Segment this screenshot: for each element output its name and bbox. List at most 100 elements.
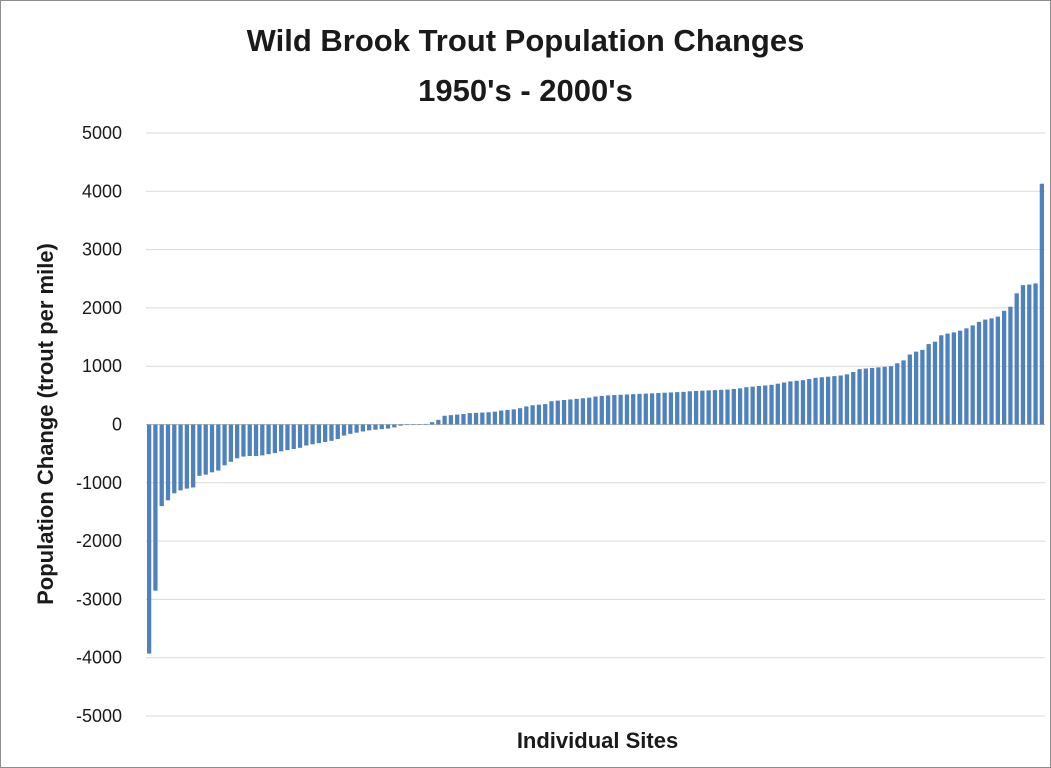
y-tick-label: -3000 — [76, 589, 122, 609]
bar — [769, 384, 774, 425]
bar — [354, 424, 359, 433]
bar — [398, 424, 403, 426]
bar — [549, 401, 554, 425]
bar — [970, 325, 975, 425]
bar — [486, 412, 491, 425]
bar — [750, 386, 755, 425]
bar — [455, 414, 460, 425]
bar — [643, 393, 648, 425]
bar — [367, 424, 372, 431]
bar — [385, 424, 391, 429]
bar — [511, 409, 516, 425]
bar — [788, 381, 793, 425]
bar — [417, 424, 422, 425]
bar — [310, 424, 315, 445]
y-tick-label: -4000 — [76, 648, 122, 668]
bar — [316, 424, 322, 444]
bar — [1033, 283, 1038, 425]
bar — [593, 396, 598, 425]
bar — [473, 412, 479, 425]
bar — [976, 321, 982, 425]
bar — [587, 397, 592, 425]
bar — [404, 424, 410, 426]
bar — [285, 424, 290, 451]
bar — [291, 424, 296, 449]
bar — [392, 424, 397, 428]
bar — [920, 349, 925, 425]
bar — [888, 366, 894, 425]
bar — [957, 330, 963, 425]
bar — [1039, 183, 1044, 425]
bar — [945, 333, 950, 425]
bar — [524, 406, 529, 425]
bar — [926, 344, 931, 425]
y-tick-label: -2000 — [76, 531, 122, 551]
bar — [429, 422, 435, 425]
bar — [662, 392, 667, 425]
bar — [555, 400, 560, 425]
bar — [543, 404, 548, 425]
bar — [411, 424, 416, 425]
bar — [857, 369, 862, 425]
bar — [838, 375, 843, 425]
y-tick-label: 0 — [112, 415, 122, 435]
bar — [706, 390, 711, 425]
bar — [832, 376, 837, 425]
bar — [480, 412, 485, 425]
bar — [756, 386, 762, 425]
bar — [323, 424, 328, 442]
bar — [932, 341, 938, 425]
bar — [605, 395, 611, 425]
bar — [373, 424, 378, 430]
y-axis-ticks: 5000 4000 3000 2000 1000 0 -1000 -2000 -3000 -400… — [76, 123, 122, 726]
bar — [649, 393, 655, 425]
bar — [681, 391, 686, 425]
bar — [813, 377, 818, 425]
bar — [693, 390, 699, 425]
bar — [800, 380, 806, 425]
bar — [668, 392, 674, 425]
bar — [304, 424, 309, 446]
bar — [209, 424, 215, 473]
bar — [951, 332, 956, 425]
bar — [335, 424, 340, 440]
bar — [775, 383, 780, 425]
bar — [505, 409, 510, 425]
bar — [901, 360, 906, 425]
bar — [379, 424, 384, 430]
bar — [700, 390, 705, 425]
bar — [266, 424, 271, 455]
bar — [637, 393, 642, 425]
bar — [719, 389, 724, 425]
bar — [216, 424, 221, 471]
bar — [983, 319, 988, 425]
bar — [191, 424, 196, 488]
bar — [178, 424, 183, 491]
bar — [197, 424, 202, 476]
y-tick-label: 2000 — [82, 298, 122, 318]
bar — [203, 424, 208, 475]
bar — [913, 351, 919, 425]
gridlines — [146, 132, 1045, 717]
bar — [631, 394, 636, 425]
bar — [656, 393, 661, 425]
bar — [844, 374, 850, 425]
bar — [492, 411, 498, 425]
bar — [794, 380, 799, 425]
bar — [228, 424, 233, 462]
bar — [165, 424, 171, 501]
bar — [153, 424, 158, 591]
bar — [574, 398, 579, 425]
y-axis-label: Population Change (trout per mile) — [33, 243, 58, 605]
bar — [1002, 310, 1007, 425]
bar — [612, 395, 617, 425]
bar — [1008, 306, 1013, 425]
bar — [272, 424, 278, 454]
bar — [360, 424, 366, 432]
bar — [448, 415, 454, 425]
bar — [235, 424, 240, 459]
bar — [725, 389, 730, 425]
y-tick-label: -1000 — [76, 473, 122, 493]
bar — [876, 367, 881, 425]
bar — [159, 424, 164, 507]
